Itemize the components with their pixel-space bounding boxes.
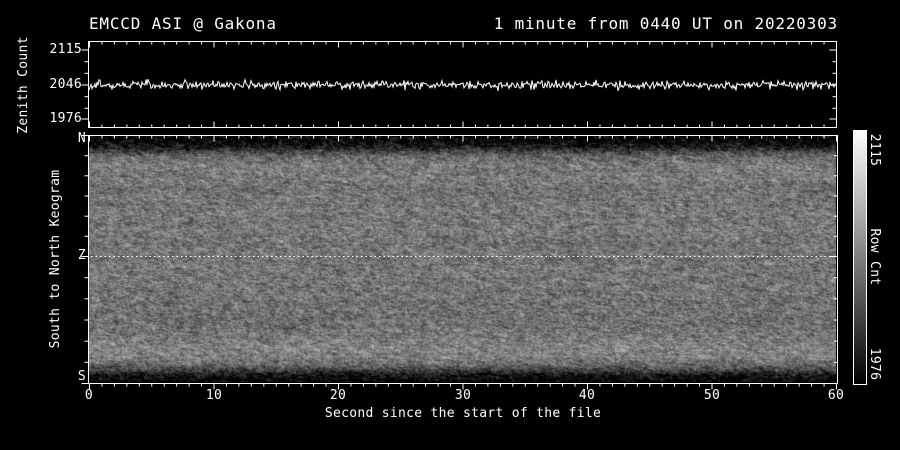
xtick-60: 60 [828,388,844,404]
colorbar-min-label: 1976 [866,348,882,381]
xtick-50: 50 [704,388,720,404]
zenith-ytick-1976: 1976 [36,111,82,127]
keogram-ytick-z: Z [62,248,86,264]
zenith-ytick-2046: 2046 [36,77,82,93]
plot-title: EMCCD ASI @ Gakona [89,15,277,33]
xtick-20: 20 [330,388,346,404]
colorbar-title: Row Cnt [866,229,882,286]
keogram-ytick-s: S [62,369,86,385]
zenith-count-axis-label: Zenith Count [16,36,32,134]
zenith-ytick-2115: 2115 [36,42,82,58]
xtick-40: 40 [579,388,595,404]
zenith-trace [89,79,836,91]
xtick-0: 0 [85,388,93,404]
xtick-10: 10 [206,388,222,404]
colorbar-gradient [853,130,867,385]
plot-subtitle: 1 minute from 0440 UT on 20220303 [494,15,838,33]
xtick-30: 30 [455,388,471,404]
keogram-ytick-n: N [62,131,86,147]
colorbar-max-label: 2115 [866,134,882,167]
xaxis-title: Second since the start of the file [325,406,601,422]
keogram-image [89,136,836,382]
keogram-figure: EMCCD ASI @ Gakona 1 minute from 0440 UT… [0,0,900,450]
